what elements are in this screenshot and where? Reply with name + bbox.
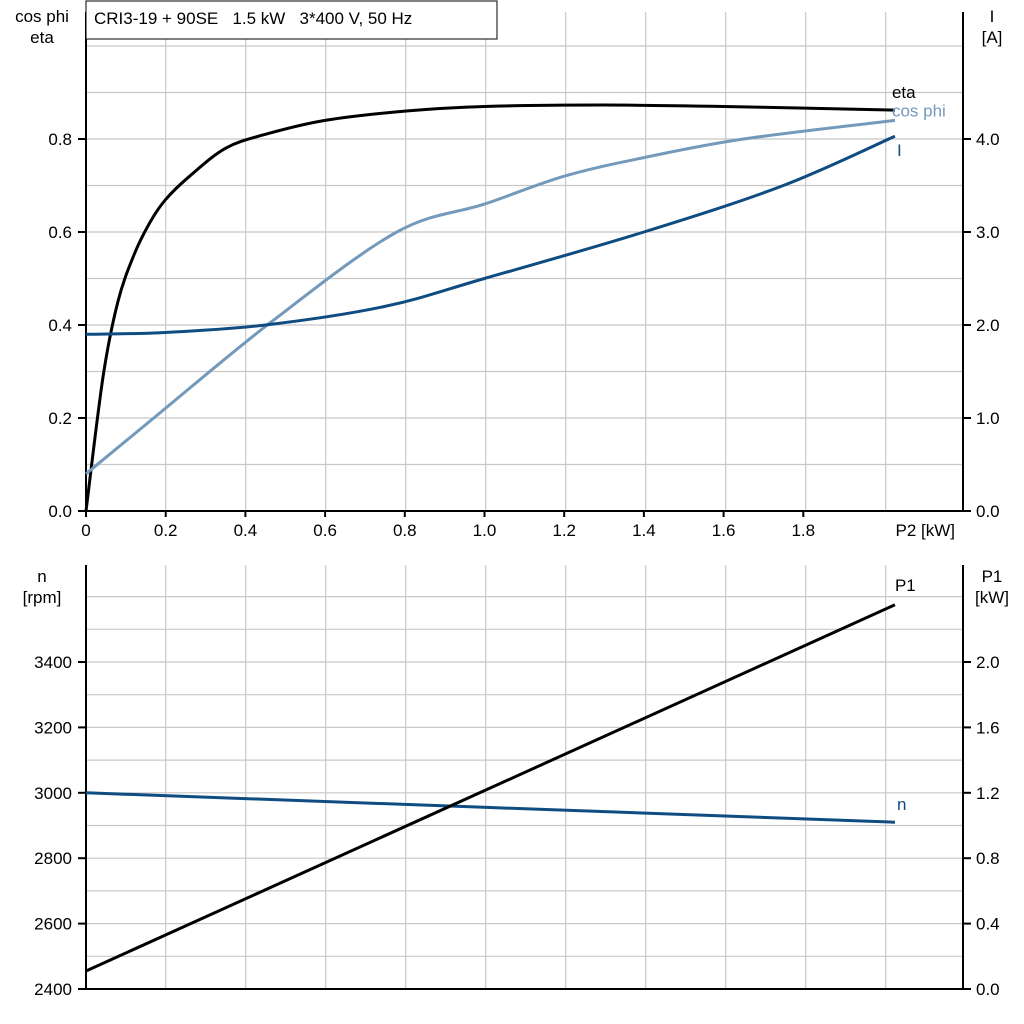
x-tick-label: 0.4 bbox=[234, 521, 258, 540]
x-tick-label: 1.0 bbox=[473, 521, 497, 540]
right-axis-label: P1 bbox=[982, 567, 1003, 586]
right-tick-label: 1.6 bbox=[976, 718, 1000, 737]
right-tick-label: 1.0 bbox=[976, 409, 1000, 428]
series-line-P1 bbox=[85, 603, 896, 973]
right-tick-label: 1.2 bbox=[976, 784, 1000, 803]
series-line-I bbox=[85, 134, 896, 336]
left-tick-label: 0.6 bbox=[48, 223, 72, 242]
series-line-cos-phi bbox=[85, 118, 896, 475]
left-tick-label: 3400 bbox=[34, 653, 72, 672]
series-label-P1: P1 bbox=[895, 576, 916, 595]
series-line-eta bbox=[84, 103, 895, 512]
right-tick-label: 3.0 bbox=[976, 223, 1000, 242]
x-tick-label: 1.4 bbox=[632, 521, 656, 540]
left-axis-label: cos phi bbox=[15, 7, 69, 26]
left-tick-label: 0.2 bbox=[48, 409, 72, 428]
left-tick-label: 2600 bbox=[34, 915, 72, 934]
right-tick-label: 4.0 bbox=[976, 130, 1000, 149]
series-label-eta: eta bbox=[892, 83, 916, 102]
x-tick-label: 0 bbox=[81, 521, 90, 540]
left-tick-label: 2400 bbox=[34, 980, 72, 999]
right-tick-label: 0.8 bbox=[976, 849, 1000, 868]
left-tick-label: 0.0 bbox=[48, 502, 72, 521]
bottom-chart: 2400 2600 2800 3000 3200 3400 0.0 0.4 0.8 1.2 1.6 2… bbox=[23, 565, 1009, 999]
left-axis-label: n bbox=[37, 567, 46, 586]
right-axis-label: [A] bbox=[982, 28, 1003, 47]
series-line-n bbox=[85, 791, 896, 824]
right-tick-label: 0.0 bbox=[976, 502, 1000, 521]
chart-title: CRI3-19 + 90SE 1.5 kW 3*400 V, 50 Hz bbox=[94, 9, 412, 28]
x-tick-label: 0.6 bbox=[313, 521, 337, 540]
left-tick-label: 2800 bbox=[34, 849, 72, 868]
left-tick-label: 0.4 bbox=[48, 316, 72, 335]
left-tick-label: 3000 bbox=[34, 784, 72, 803]
x-tick-label: 1.8 bbox=[791, 521, 815, 540]
x-tick-label: 0.8 bbox=[393, 521, 417, 540]
series-label-cos-phi: cos phi bbox=[892, 101, 946, 120]
series-label-I: I bbox=[897, 141, 902, 160]
right-tick-label: 2.0 bbox=[976, 316, 1000, 335]
left-axis-label: [rpm] bbox=[23, 588, 62, 607]
right-axis-label: [kW] bbox=[975, 588, 1009, 607]
x-tick-label: 0.2 bbox=[154, 521, 178, 540]
left-tick-label: 3200 bbox=[34, 718, 72, 737]
top-chart: 0.0 0.2 0.4 0.6 0.8 0.0 1.0 2.0 3.0 4.0 0 0.2 0.4 0.6… bbox=[15, 7, 1002, 540]
series-label-n: n bbox=[897, 795, 906, 814]
right-tick-label: 0.4 bbox=[976, 915, 1000, 934]
x-tick-label: 1.6 bbox=[712, 521, 736, 540]
x-tick-label: 1.2 bbox=[552, 521, 576, 540]
right-tick-label: 0.0 bbox=[976, 980, 1000, 999]
title-box bbox=[85, 0, 498, 40]
left-tick-label: 0.8 bbox=[48, 130, 72, 149]
left-axis-label: eta bbox=[30, 28, 54, 47]
right-axis-label: I bbox=[990, 7, 995, 26]
right-tick-label: 2.0 bbox=[976, 653, 1000, 672]
x-axis-label: P2 [kW] bbox=[895, 521, 955, 540]
